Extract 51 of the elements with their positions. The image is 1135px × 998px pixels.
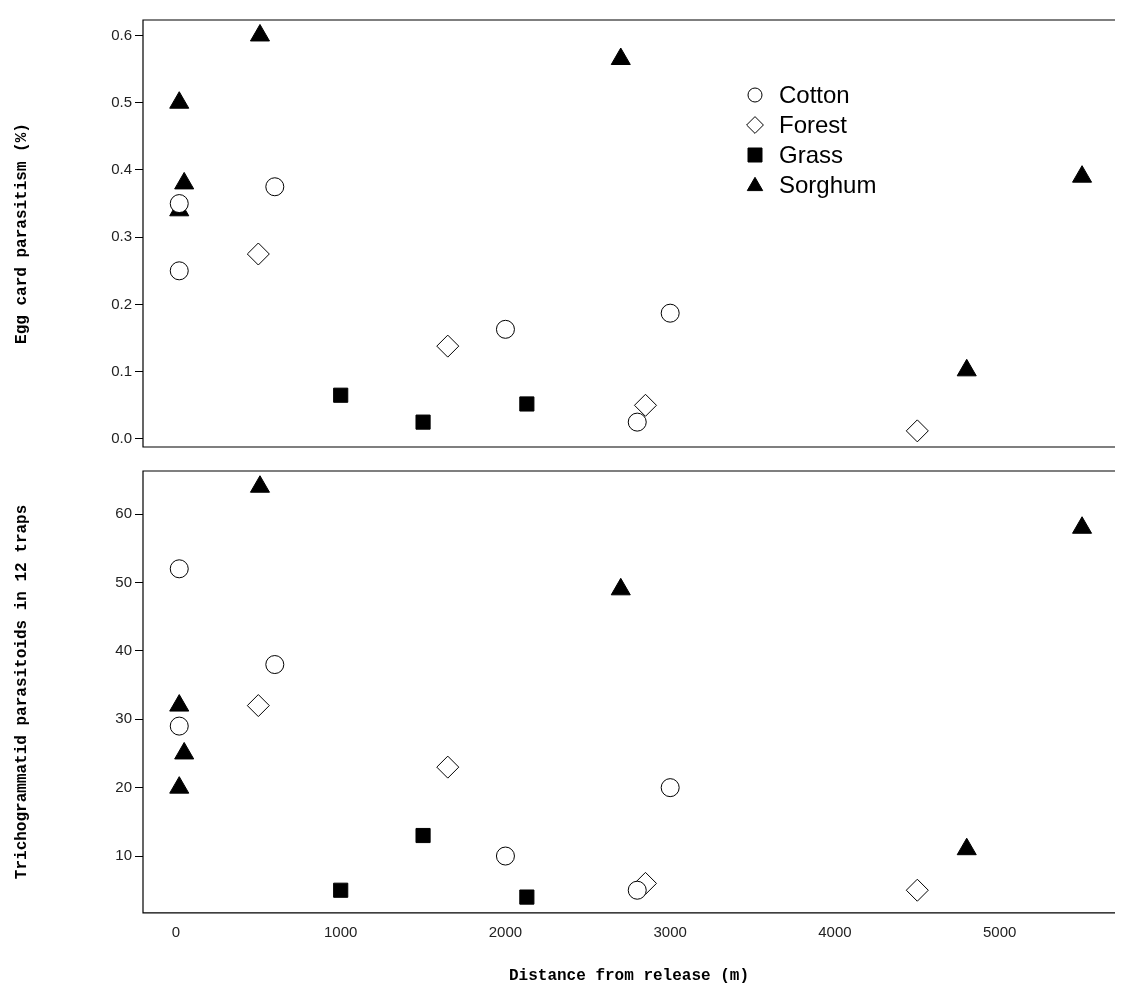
point <box>246 694 270 718</box>
y-axis-title: Trichogrammatid parasitoids in 12 traps <box>12 504 31 880</box>
point <box>1072 516 1093 534</box>
y-tick-label: 30 <box>115 709 132 727</box>
point <box>519 889 535 905</box>
point <box>627 880 647 900</box>
point <box>333 882 349 898</box>
point <box>246 242 270 266</box>
legend-label: Grass <box>779 140 844 168</box>
x-tick-label: 1000 <box>324 922 358 940</box>
point <box>1072 165 1093 183</box>
point <box>415 414 431 430</box>
point <box>249 475 270 493</box>
point <box>519 396 535 412</box>
legend-label: Forest <box>779 110 848 138</box>
point <box>633 393 657 417</box>
y-tick-label: 0.4 <box>111 160 132 178</box>
point <box>174 741 195 760</box>
x-tick-label: 4000 <box>818 922 852 940</box>
legend-label: Cotton <box>779 80 850 108</box>
x-tick-label: 3000 <box>653 922 687 940</box>
y-tick-label: 40 <box>115 641 132 659</box>
point <box>436 755 460 779</box>
point <box>610 577 631 596</box>
y-tick-label: 10 <box>115 846 132 864</box>
y-axis-title: Egg card parasitism (%) <box>12 123 31 344</box>
x-tick-label: 5000 <box>982 922 1017 940</box>
point <box>169 694 190 712</box>
x-axis-title: Distance from release (m) <box>508 967 750 986</box>
point <box>169 776 190 794</box>
legend-label: Sorghum <box>779 170 877 198</box>
y-tick-label: 0.2 <box>111 294 132 312</box>
y-tick-label: 20 <box>115 777 132 795</box>
point <box>905 878 929 902</box>
point <box>610 47 631 65</box>
y-tick-label: 0.6 <box>111 25 132 43</box>
point <box>333 387 349 403</box>
y-tick-label: 50 <box>115 572 132 590</box>
point <box>249 23 270 42</box>
x-tick-label: 0 <box>171 922 181 940</box>
y-tick-label: 0.5 <box>111 92 132 110</box>
y-tick-label: 0.0 <box>111 429 132 447</box>
point <box>174 171 195 190</box>
y-tick-label: 0.3 <box>111 227 132 245</box>
point <box>905 419 929 443</box>
point <box>169 91 190 109</box>
point <box>415 827 431 844</box>
point <box>436 334 460 358</box>
y-tick-label: 0.1 <box>111 361 132 379</box>
x-tick-label: 2000 <box>488 922 523 940</box>
y-tick-label: 60 <box>115 504 132 522</box>
